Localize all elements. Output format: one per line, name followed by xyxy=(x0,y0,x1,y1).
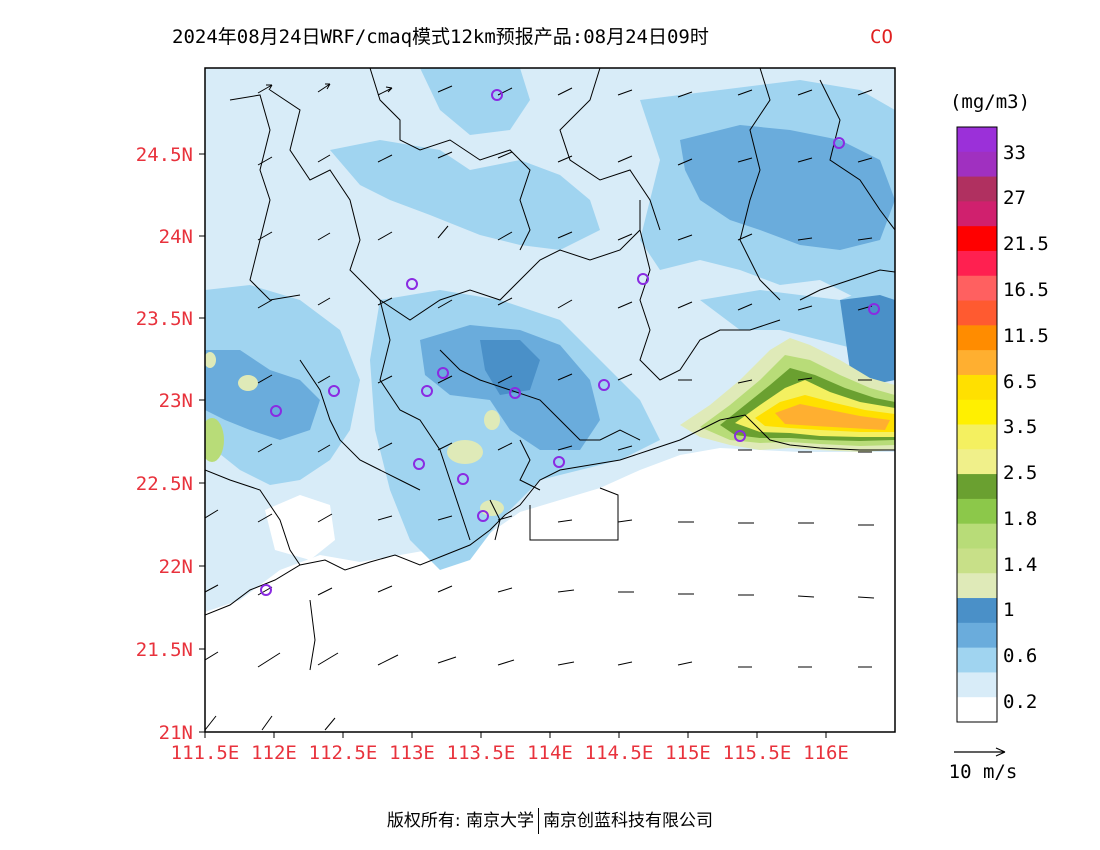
lat-tick-label: 22.5N xyxy=(136,473,193,495)
lat-tick-label: 23.5N xyxy=(136,308,193,330)
legend-labels: 33 27 21.5 16.5 11.5 6.5 3.5 2.5 1.8 1.4… xyxy=(1003,142,1049,713)
legend-swatch xyxy=(957,548,997,574)
legend-label: 2.5 xyxy=(1003,462,1037,484)
legend-label: 1 xyxy=(1003,599,1014,621)
legend-label: 6.5 xyxy=(1003,371,1037,393)
pollutant-label: CO xyxy=(870,26,893,48)
lat-tick-label: 21.5N xyxy=(136,639,193,661)
legend-swatch xyxy=(957,151,997,178)
legend-label: 33 xyxy=(1003,142,1026,164)
legend-colorbar xyxy=(957,127,997,723)
legend-swatch xyxy=(957,647,997,673)
lon-axis: 111.5E 112E 112.5E 113E 113.5E 114E 114.… xyxy=(171,742,849,764)
legend-swatch xyxy=(957,350,997,376)
legend-unit: (mg/m3) xyxy=(950,91,1030,113)
lon-tick-label: 111.5E xyxy=(171,742,240,764)
legend-frame xyxy=(956,126,998,723)
legend-swatch xyxy=(957,226,997,252)
legend-swatch xyxy=(957,176,997,202)
legend-swatch xyxy=(957,127,997,153)
legend-label: 0.6 xyxy=(1003,645,1037,667)
legend-label: 3.5 xyxy=(1003,416,1037,438)
legend-label: 1.8 xyxy=(1003,508,1037,530)
wind-scale-label: 10 m/s xyxy=(949,761,1018,783)
legend-swatch xyxy=(957,424,997,450)
legend-label: 27 xyxy=(1003,187,1026,209)
lon-tick-label: 116E xyxy=(803,742,849,764)
legend-label: 11.5 xyxy=(1003,325,1049,347)
lon-tick-label: 115E xyxy=(665,742,711,764)
legend-swatch xyxy=(957,374,997,401)
copyright-text: 版权所有: 南京大学 xyxy=(386,811,535,831)
concentration-field xyxy=(205,68,895,732)
legend-label: 16.5 xyxy=(1003,279,1049,301)
lon-tick-label: 112.5E xyxy=(309,742,378,764)
lon-tick-label: 115.5E xyxy=(723,742,792,764)
lon-tick-label: 113.5E xyxy=(447,742,516,764)
figure-title: 2024年08月24日WRF/cmaq模式12km预报产品:08月24日09时 xyxy=(172,26,709,48)
legend-swatch xyxy=(957,275,997,302)
legend-swatch xyxy=(957,498,997,525)
legend-swatch xyxy=(957,300,997,326)
legend-label: 0.2 xyxy=(1003,691,1037,713)
legend-swatch xyxy=(957,201,997,227)
lat-axis: 24.5N 24N 23.5N 23N 22.5N 22N 21.5N 21N xyxy=(136,144,193,744)
legend-label: 1.4 xyxy=(1003,554,1037,576)
legend-swatch xyxy=(957,573,997,599)
lat-tick-label: 21N xyxy=(159,722,193,744)
lat-tick-label: 24N xyxy=(159,226,193,248)
lat-tick-label: 23N xyxy=(159,390,193,412)
copyright-footer: 版权所有: 南京大学 南京创蓝科技有限公司 xyxy=(0,806,1100,834)
station-markers xyxy=(260,89,880,596)
legend-swatch xyxy=(957,399,997,425)
legend-swatch xyxy=(957,672,997,698)
wind-scale-arrow xyxy=(954,747,1006,757)
lat-tick-label: 24.5N xyxy=(136,144,193,166)
legend-swatch xyxy=(957,474,997,500)
lat-tick-label: 22N xyxy=(159,556,193,578)
legend-swatch xyxy=(957,598,997,624)
lon-tick-label: 114.5E xyxy=(585,742,654,764)
legend-swatch xyxy=(957,622,997,649)
company-name: 南京创蓝科技有限公司 xyxy=(543,811,714,831)
legend-label: 21.5 xyxy=(1003,233,1049,255)
lon-tick-label: 112E xyxy=(251,742,297,764)
legend-swatch xyxy=(957,523,997,549)
legend-swatch xyxy=(957,250,997,277)
legend-swatch xyxy=(957,697,997,723)
footer-divider xyxy=(538,808,540,834)
legend-swatch xyxy=(957,449,997,475)
lon-tick-label: 113E xyxy=(389,742,435,764)
legend-swatch xyxy=(957,325,997,351)
lon-tick-label: 114E xyxy=(527,742,573,764)
